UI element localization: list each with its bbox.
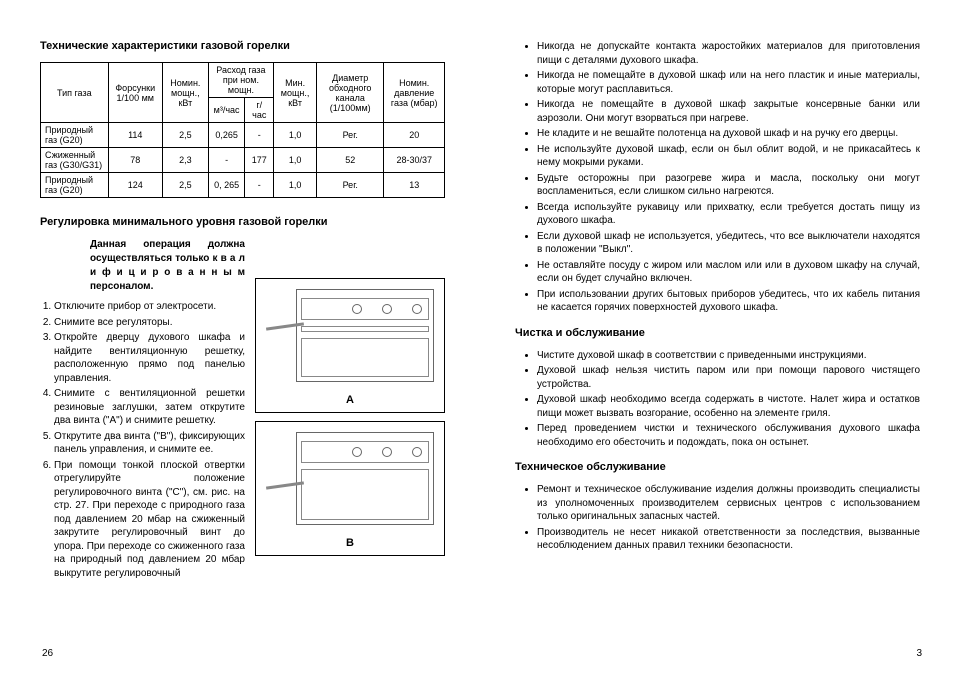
cleaning-item: Чистите духовой шкаф в соответствии с пр…: [537, 349, 920, 363]
table-cell: 20: [384, 123, 445, 148]
table-cell: Рег.: [317, 173, 384, 198]
th-g: г/час: [245, 98, 274, 123]
table-cell: 0,265: [208, 123, 245, 148]
table-cell: 114: [108, 123, 162, 148]
warning-item: Никогда не помещайте в духовой шкаф закр…: [537, 98, 920, 125]
warning-item: Никогда не помещайте в духовой шкаф или …: [537, 69, 920, 96]
page-number-left: 26: [42, 648, 53, 659]
warning-item: Не используйте духовой шкаф, если он был…: [537, 143, 920, 170]
table-cell: -: [245, 173, 274, 198]
th-min-power: Мин. мощн., кВт: [274, 63, 317, 123]
table-cell: 52: [317, 148, 384, 173]
right-title-2: Чистка и обслуживание: [515, 327, 920, 339]
steps-list: Отключите прибор от электросети. Снимите …: [40, 300, 245, 580]
fig-a-label: A: [346, 394, 354, 406]
step-item: Откройте дверцу духового шкафа и найдите…: [54, 331, 245, 385]
table-cell: -: [208, 148, 245, 173]
table-cell: 124: [108, 173, 162, 198]
table-cell: 28-30/37: [384, 148, 445, 173]
table-cell: 1,0: [274, 123, 317, 148]
page-number-right: 3: [916, 648, 922, 659]
step-item: Открутите два винта ("B"), фиксирующих п…: [54, 430, 245, 457]
service-item: Производитель не несет никакой ответстве…: [537, 526, 920, 553]
table-cell: 0, 265: [208, 173, 245, 198]
step-item: Снимите с вентиляционной решетки резинов…: [54, 387, 245, 428]
cleaning-list: Чистите духовой шкаф в соответствии с пр…: [515, 349, 920, 450]
step-item: Отключите прибор от электросети.: [54, 300, 245, 314]
gas-spec-table: Тип газа Форсунки 1/100 мм Номин. мощн.,…: [40, 62, 445, 198]
left-title-2: Регулировка минимального уровня газовой …: [40, 216, 445, 228]
th-pressure: Номин. давление газа (мбар): [384, 63, 445, 123]
table-cell: 1,0: [274, 173, 317, 198]
table-row: Природный газ (G20)1142,50,265-1,0Рег.20: [41, 123, 445, 148]
warnings-list: Никогда не допускайте контакта жаростойк…: [515, 40, 920, 315]
table-cell: 2,5: [162, 173, 208, 198]
cleaning-item: Духовой шкаф необходимо всегда содержать…: [537, 393, 920, 420]
warning-item: Будьте осторожны при разогреве жира и ма…: [537, 172, 920, 199]
th-consump: Расход газа при ном. мощн.: [208, 63, 273, 98]
right-title-3: Техническое обслуживание: [515, 461, 920, 473]
warning-item: Не кладите и не вешайте полотенца на дух…: [537, 127, 920, 141]
left-title-1: Технические характеристики газовой горел…: [40, 40, 445, 52]
th-nozzle: Форсунки 1/100 мм: [108, 63, 162, 123]
cleaning-item: Перед проведением чистки и технического …: [537, 422, 920, 449]
figure-b: B: [255, 421, 445, 556]
warning-item: При использовании других бытовых приборо…: [537, 288, 920, 315]
table-cell: 1,0: [274, 148, 317, 173]
table-cell: 177: [245, 148, 274, 173]
table-row: Природный газ (G20)1242,50, 265-1,0Рег.1…: [41, 173, 445, 198]
th-nom-power: Номин. мощн., кВт: [162, 63, 208, 123]
cleaning-item: Духовой шкаф нельзя чистить паром или пр…: [537, 364, 920, 391]
table-cell: Рег.: [317, 123, 384, 148]
step-item: При помощи тонкой плоской отвертки отрег…: [54, 459, 245, 581]
table-cell: Природный газ (G20): [41, 173, 109, 198]
th-m3: м³/час: [208, 98, 245, 123]
fig-b-label: B: [346, 537, 354, 549]
service-list: Ремонт и техническое обслуживание издели…: [515, 483, 920, 553]
table-cell: Сжиженный газ (G30/G31): [41, 148, 109, 173]
th-bypass: Диаметр обходного канала (1/100мм): [317, 63, 384, 123]
service-item: Ремонт и техническое обслуживание издели…: [537, 483, 920, 524]
th-gas-type: Тип газа: [41, 63, 109, 123]
table-cell: 78: [108, 148, 162, 173]
warning-item: Не оставляйте посуду с жиром или маслом …: [537, 259, 920, 286]
table-cell: Природный газ (G20): [41, 123, 109, 148]
warning-item: Всегда используйте рукавицу или прихватк…: [537, 201, 920, 228]
step-item: Снимите все регуляторы.: [54, 316, 245, 330]
table-cell: 2,3: [162, 148, 208, 173]
table-cell: 2,5: [162, 123, 208, 148]
warning-item: Если духовой шкаф не используется, убеди…: [537, 230, 920, 257]
figure-a: A: [255, 278, 445, 413]
table-cell: -: [245, 123, 274, 148]
table-row: Сжиженный газ (G30/G31)782,3-1771,05228-…: [41, 148, 445, 173]
bold-intro: Данная операция должна осуществляться то…: [40, 238, 245, 294]
warning-item: Никогда не допускайте контакта жаростойк…: [537, 40, 920, 67]
table-cell: 13: [384, 173, 445, 198]
